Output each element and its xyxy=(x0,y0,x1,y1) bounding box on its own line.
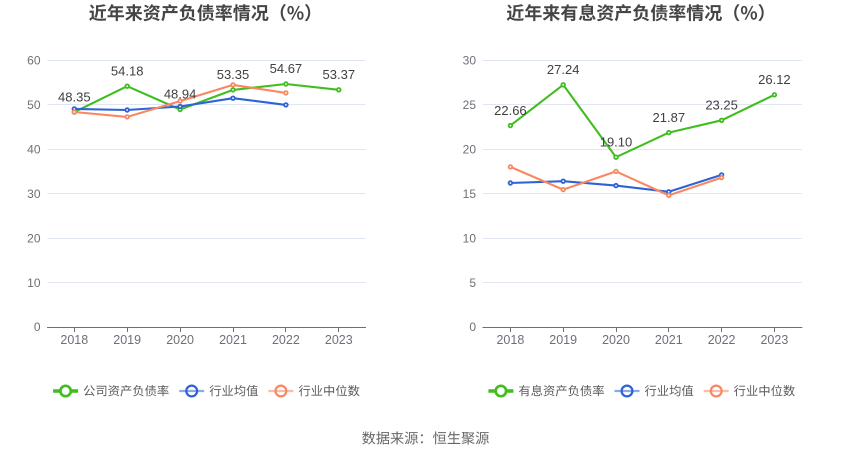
svg-text:20: 20 xyxy=(27,231,41,245)
svg-text:2023: 2023 xyxy=(760,333,788,347)
svg-text:2021: 2021 xyxy=(655,333,683,347)
svg-text:2023: 2023 xyxy=(325,333,353,347)
svg-text:25: 25 xyxy=(463,98,477,112)
svg-text:0: 0 xyxy=(34,320,41,334)
svg-text:2020: 2020 xyxy=(166,333,194,347)
svg-text:5: 5 xyxy=(469,276,476,290)
svg-text:54.67: 54.67 xyxy=(270,61,303,76)
svg-text:48.35: 48.35 xyxy=(58,89,91,104)
svg-text:53.35: 53.35 xyxy=(217,67,250,82)
svg-text:40: 40 xyxy=(27,142,41,156)
svg-text:2022: 2022 xyxy=(272,333,300,347)
svg-text:2018: 2018 xyxy=(60,333,88,347)
svg-text:30: 30 xyxy=(27,187,41,201)
svg-text:2019: 2019 xyxy=(549,333,577,347)
svg-text:21.87: 21.87 xyxy=(653,110,686,125)
svg-text:15: 15 xyxy=(463,187,477,201)
svg-text:48.94: 48.94 xyxy=(164,87,197,102)
svg-text:53.37: 53.37 xyxy=(323,67,356,82)
svg-text:23.25: 23.25 xyxy=(705,98,738,113)
svg-text:27.24: 27.24 xyxy=(547,62,580,77)
svg-text:20: 20 xyxy=(463,142,477,156)
svg-text:10: 10 xyxy=(27,276,41,290)
svg-text:22.66: 22.66 xyxy=(494,103,527,118)
svg-text:2019: 2019 xyxy=(113,333,141,347)
svg-text:30: 30 xyxy=(463,54,477,68)
svg-text:50: 50 xyxy=(27,98,41,112)
svg-text:2020: 2020 xyxy=(602,333,630,347)
svg-text:2021: 2021 xyxy=(219,333,247,347)
svg-text:54.18: 54.18 xyxy=(111,63,144,78)
svg-text:10: 10 xyxy=(463,231,477,245)
svg-text:19.10: 19.10 xyxy=(600,134,633,149)
svg-text:0: 0 xyxy=(469,320,476,334)
svg-text:26.12: 26.12 xyxy=(758,72,791,87)
svg-text:60: 60 xyxy=(27,54,41,68)
svg-text:2018: 2018 xyxy=(496,333,524,347)
svg-text:2022: 2022 xyxy=(708,333,736,347)
